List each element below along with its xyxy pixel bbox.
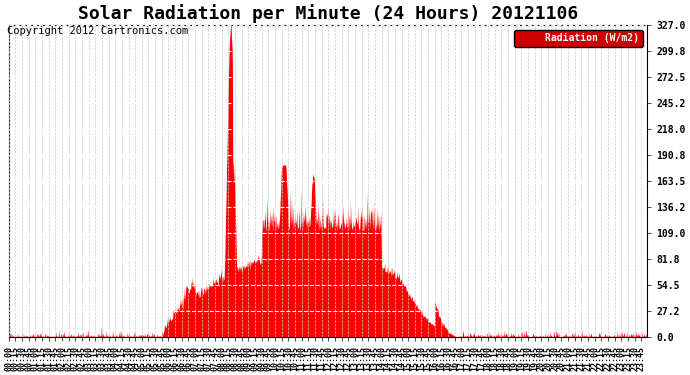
Title: Solar Radiation per Minute (24 Hours) 20121106: Solar Radiation per Minute (24 Hours) 20… [78,4,578,23]
Text: Copyright 2012 Cartronics.com: Copyright 2012 Cartronics.com [7,26,188,36]
Legend: Radiation (W/m2): Radiation (W/m2) [513,30,642,47]
